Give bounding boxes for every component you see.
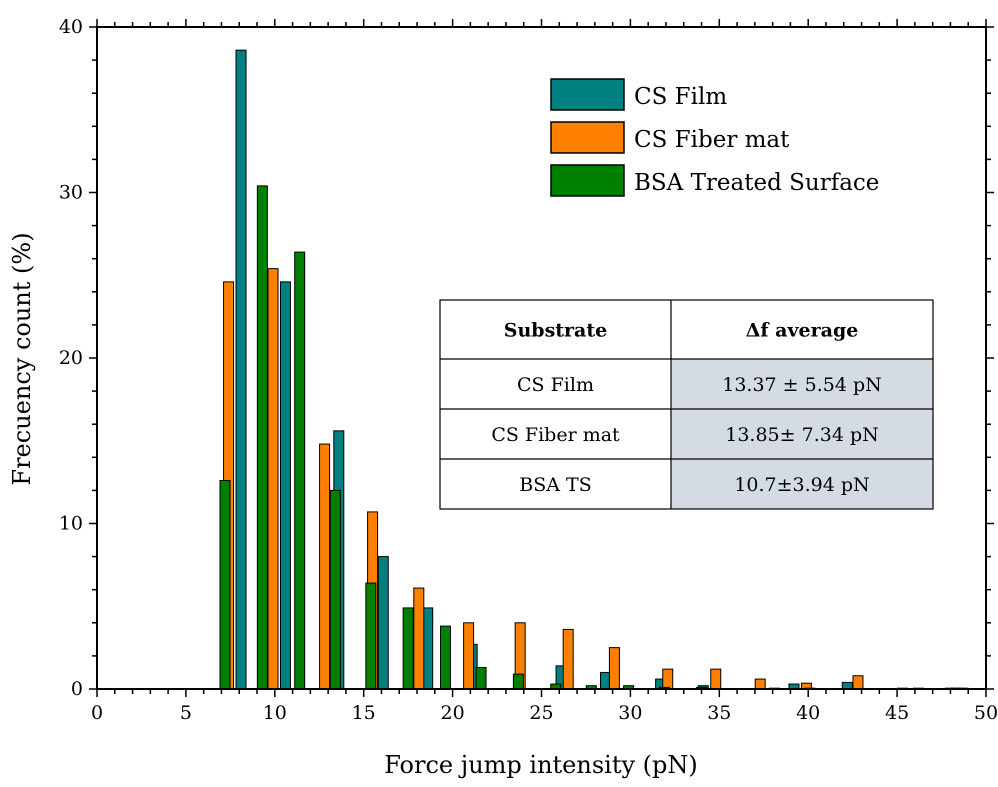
bar-bsa-treated-surface-1 (256, 185, 268, 690)
bar-bsa-treated-surface-6 (439, 625, 451, 690)
x-tick-label: 15 (352, 702, 376, 724)
legend-swatch (550, 164, 625, 197)
legend-label: BSA Treated Surface (634, 170, 879, 196)
bar-bsa-treated-surface-8 (512, 673, 524, 690)
bar-cs-fiber-mat-7 (562, 628, 574, 690)
legend-label: CS Film (634, 84, 727, 110)
bar-cs-fiber-mat-2 (319, 443, 331, 690)
y-tick-label: 20 (59, 347, 83, 369)
bar-bsa-treated-surface-3 (329, 489, 341, 690)
table-cell: 13.37 ± 5.54 pN (722, 374, 882, 396)
legend-label: CS Fiber mat (634, 127, 790, 153)
x-tick-label: 10 (263, 702, 287, 724)
x-tick-label: 0 (91, 702, 103, 724)
y-axis-title: Frecuency count (%) (8, 232, 36, 485)
bar-bsa-treated-surface-0 (219, 479, 231, 690)
bar-cs-fiber-mat-4 (413, 587, 425, 690)
x-tick-label: 40 (796, 702, 820, 724)
x-tick-label: 30 (618, 702, 642, 724)
table-header-cell: Δf average (746, 320, 859, 342)
bar-cs-fiber-mat-10 (710, 668, 722, 690)
legend-swatch (550, 78, 625, 111)
table-cell: CS Fiber mat (491, 424, 620, 446)
y-tick-label: 10 (59, 513, 83, 535)
legend: CS Film CS Fiber mat BSA Treated Surface (550, 78, 879, 197)
x-tick-label: 25 (529, 702, 553, 724)
bar-cs-fiber-mat-9 (662, 668, 674, 690)
bar-cs-film-0 (235, 49, 247, 690)
y-tick-label: 30 (59, 182, 83, 204)
bar-cs-fiber-mat-11 (754, 678, 766, 690)
y-tick-label: 0 (71, 678, 83, 700)
table-cell: 10.7±3.94 pN (734, 474, 869, 496)
x-tick-label: 50 (974, 702, 998, 724)
table-cell: BSA TS (519, 474, 591, 496)
x-tick-label: 20 (441, 702, 465, 724)
x-tick-label: 5 (180, 702, 192, 724)
table-value-bg (671, 359, 933, 509)
x-tick-label: 45 (885, 702, 909, 724)
bar-bsa-treated-surface-2 (294, 251, 306, 690)
bar-bsa-treated-surface-7 (475, 666, 487, 690)
x-tick-label: 35 (707, 702, 731, 724)
stats-table: Substrate Δf average CS Film 13.37 ± 5.54 p… (439, 299, 934, 510)
bar-cs-fiber-mat-13 (852, 675, 864, 690)
bar-bsa-treated-surface-4 (365, 582, 377, 690)
bar-cs-film-3 (377, 556, 389, 690)
x-axis-title: Force jump intensity (pN) (384, 751, 698, 779)
table-cell: 13.85± 7.34 pN (725, 424, 878, 446)
bar-bsa-treated-surface-5 (402, 607, 414, 690)
bar-cs-fiber-mat-8 (608, 647, 620, 690)
bar-cs-fiber-mat-5 (463, 622, 475, 690)
table-border (439, 299, 934, 510)
table-header-cell: Substrate (504, 320, 607, 342)
legend-swatch (550, 121, 625, 154)
bars-layer (219, 49, 969, 690)
y-tick-label: 40 (59, 16, 83, 38)
table-cell: CS Film (517, 374, 594, 396)
bar-cs-fiber-mat-1 (267, 268, 279, 690)
bar-cs-film-1 (279, 281, 291, 690)
axes-layer: 0 5 10 15 20 25 30 35 40 45 50 0 10 20 30 40 (59, 16, 998, 724)
